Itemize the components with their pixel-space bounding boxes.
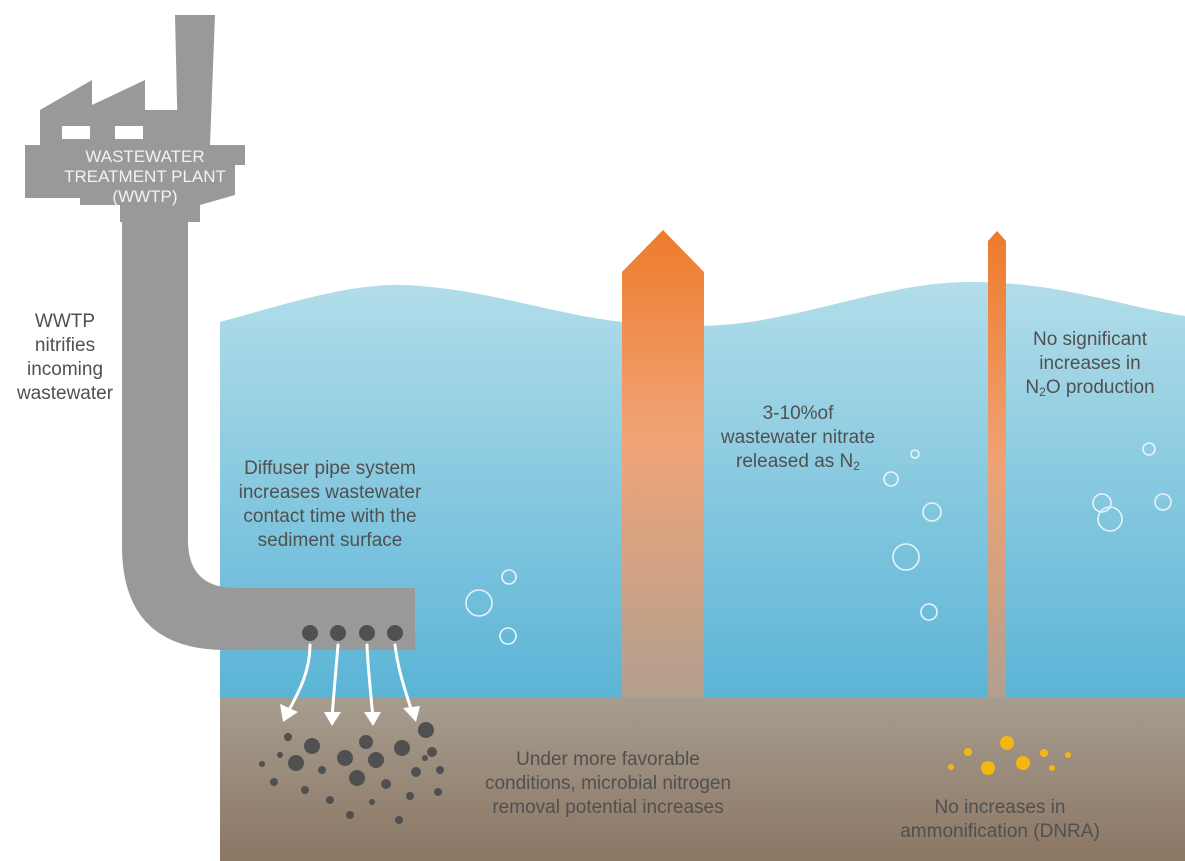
- diffuser-note-line-2: increases wastewater: [238, 482, 422, 503]
- dnra-particles: [948, 736, 1071, 775]
- sediment-note: Under more favorable conditions, microbi…: [468, 748, 748, 820]
- outfall-pipe: [122, 220, 415, 650]
- diffuser-ports: [302, 625, 403, 641]
- diffuser-arrowheads: [280, 704, 420, 726]
- dnra-note: No increases in ammonification (DNRA): [900, 796, 1100, 844]
- n2-note-subscript: 2: [853, 459, 860, 473]
- n2o-note-line-3: N2O production: [1010, 376, 1170, 400]
- diffuser-note: Diffuser pipe system increases wastewate…: [220, 457, 440, 553]
- wwtp-note-line-2: nitrifies: [34, 335, 96, 356]
- sediment-note-line-2: conditions, microbial nitrogen: [484, 773, 732, 794]
- n2-note-line-3: released as N2: [713, 450, 883, 474]
- wwtp-note-line-4: wastewater: [16, 383, 114, 404]
- n2o-note-prefix: N: [1025, 377, 1040, 398]
- n2-release-note: 3-10%of wastewater nitrate released as N…: [713, 402, 883, 474]
- sediment-layer: [220, 697, 1185, 861]
- n2o-note-suffix: O production: [1045, 377, 1155, 398]
- gas-bubbles: [465, 442, 1172, 645]
- wwtp-note-line-1: WWTP: [34, 311, 96, 332]
- n2-release-arrow: [622, 230, 704, 697]
- n2o-note-line-1: No significant: [1032, 329, 1148, 350]
- n2-note-line-1: 3-10%of: [762, 403, 834, 424]
- wwtp-note-line-3: incoming: [26, 359, 104, 380]
- treatment-plant: [25, 15, 245, 222]
- plant-label-line-3: (WWTP): [112, 187, 178, 206]
- dnra-note-line-1: No increases in: [934, 797, 1066, 818]
- n2-note-prefix: released as N: [736, 451, 854, 472]
- plant-label-line-1: WASTEWATER: [85, 147, 205, 166]
- diffuser-arrows: [287, 643, 414, 720]
- plant-label: WASTEWATER TREATMENT PLANT (WWTP): [40, 147, 250, 207]
- n2-note-line-2: wastewater nitrate: [720, 427, 876, 448]
- dnra-note-line-2: ammonification (DNRA): [900, 821, 1100, 842]
- n2o-note: No significant increases in N2O producti…: [1010, 328, 1170, 400]
- n2o-note-subscript: 2: [1039, 385, 1046, 399]
- diffuser-note-line-1: Diffuser pipe system: [244, 458, 416, 479]
- sediment-note-line-1: Under more favorable: [516, 749, 700, 770]
- diffuser-note-line-3: contact time with the: [243, 506, 417, 527]
- n2o-arrow: [988, 231, 1006, 697]
- n2o-note-line-2: increases in: [1039, 353, 1141, 374]
- window-right: [115, 126, 143, 139]
- plant-label-line-2: TREATMENT PLANT: [64, 167, 226, 186]
- sediment-note-line-3: removal potential increases: [492, 797, 724, 818]
- window-left: [62, 126, 90, 139]
- diffuser-note-line-4: sediment surface: [257, 530, 403, 551]
- wwtp-note: WWTP nitrifies incoming wastewater: [10, 310, 120, 406]
- sediment-particles: [259, 722, 444, 824]
